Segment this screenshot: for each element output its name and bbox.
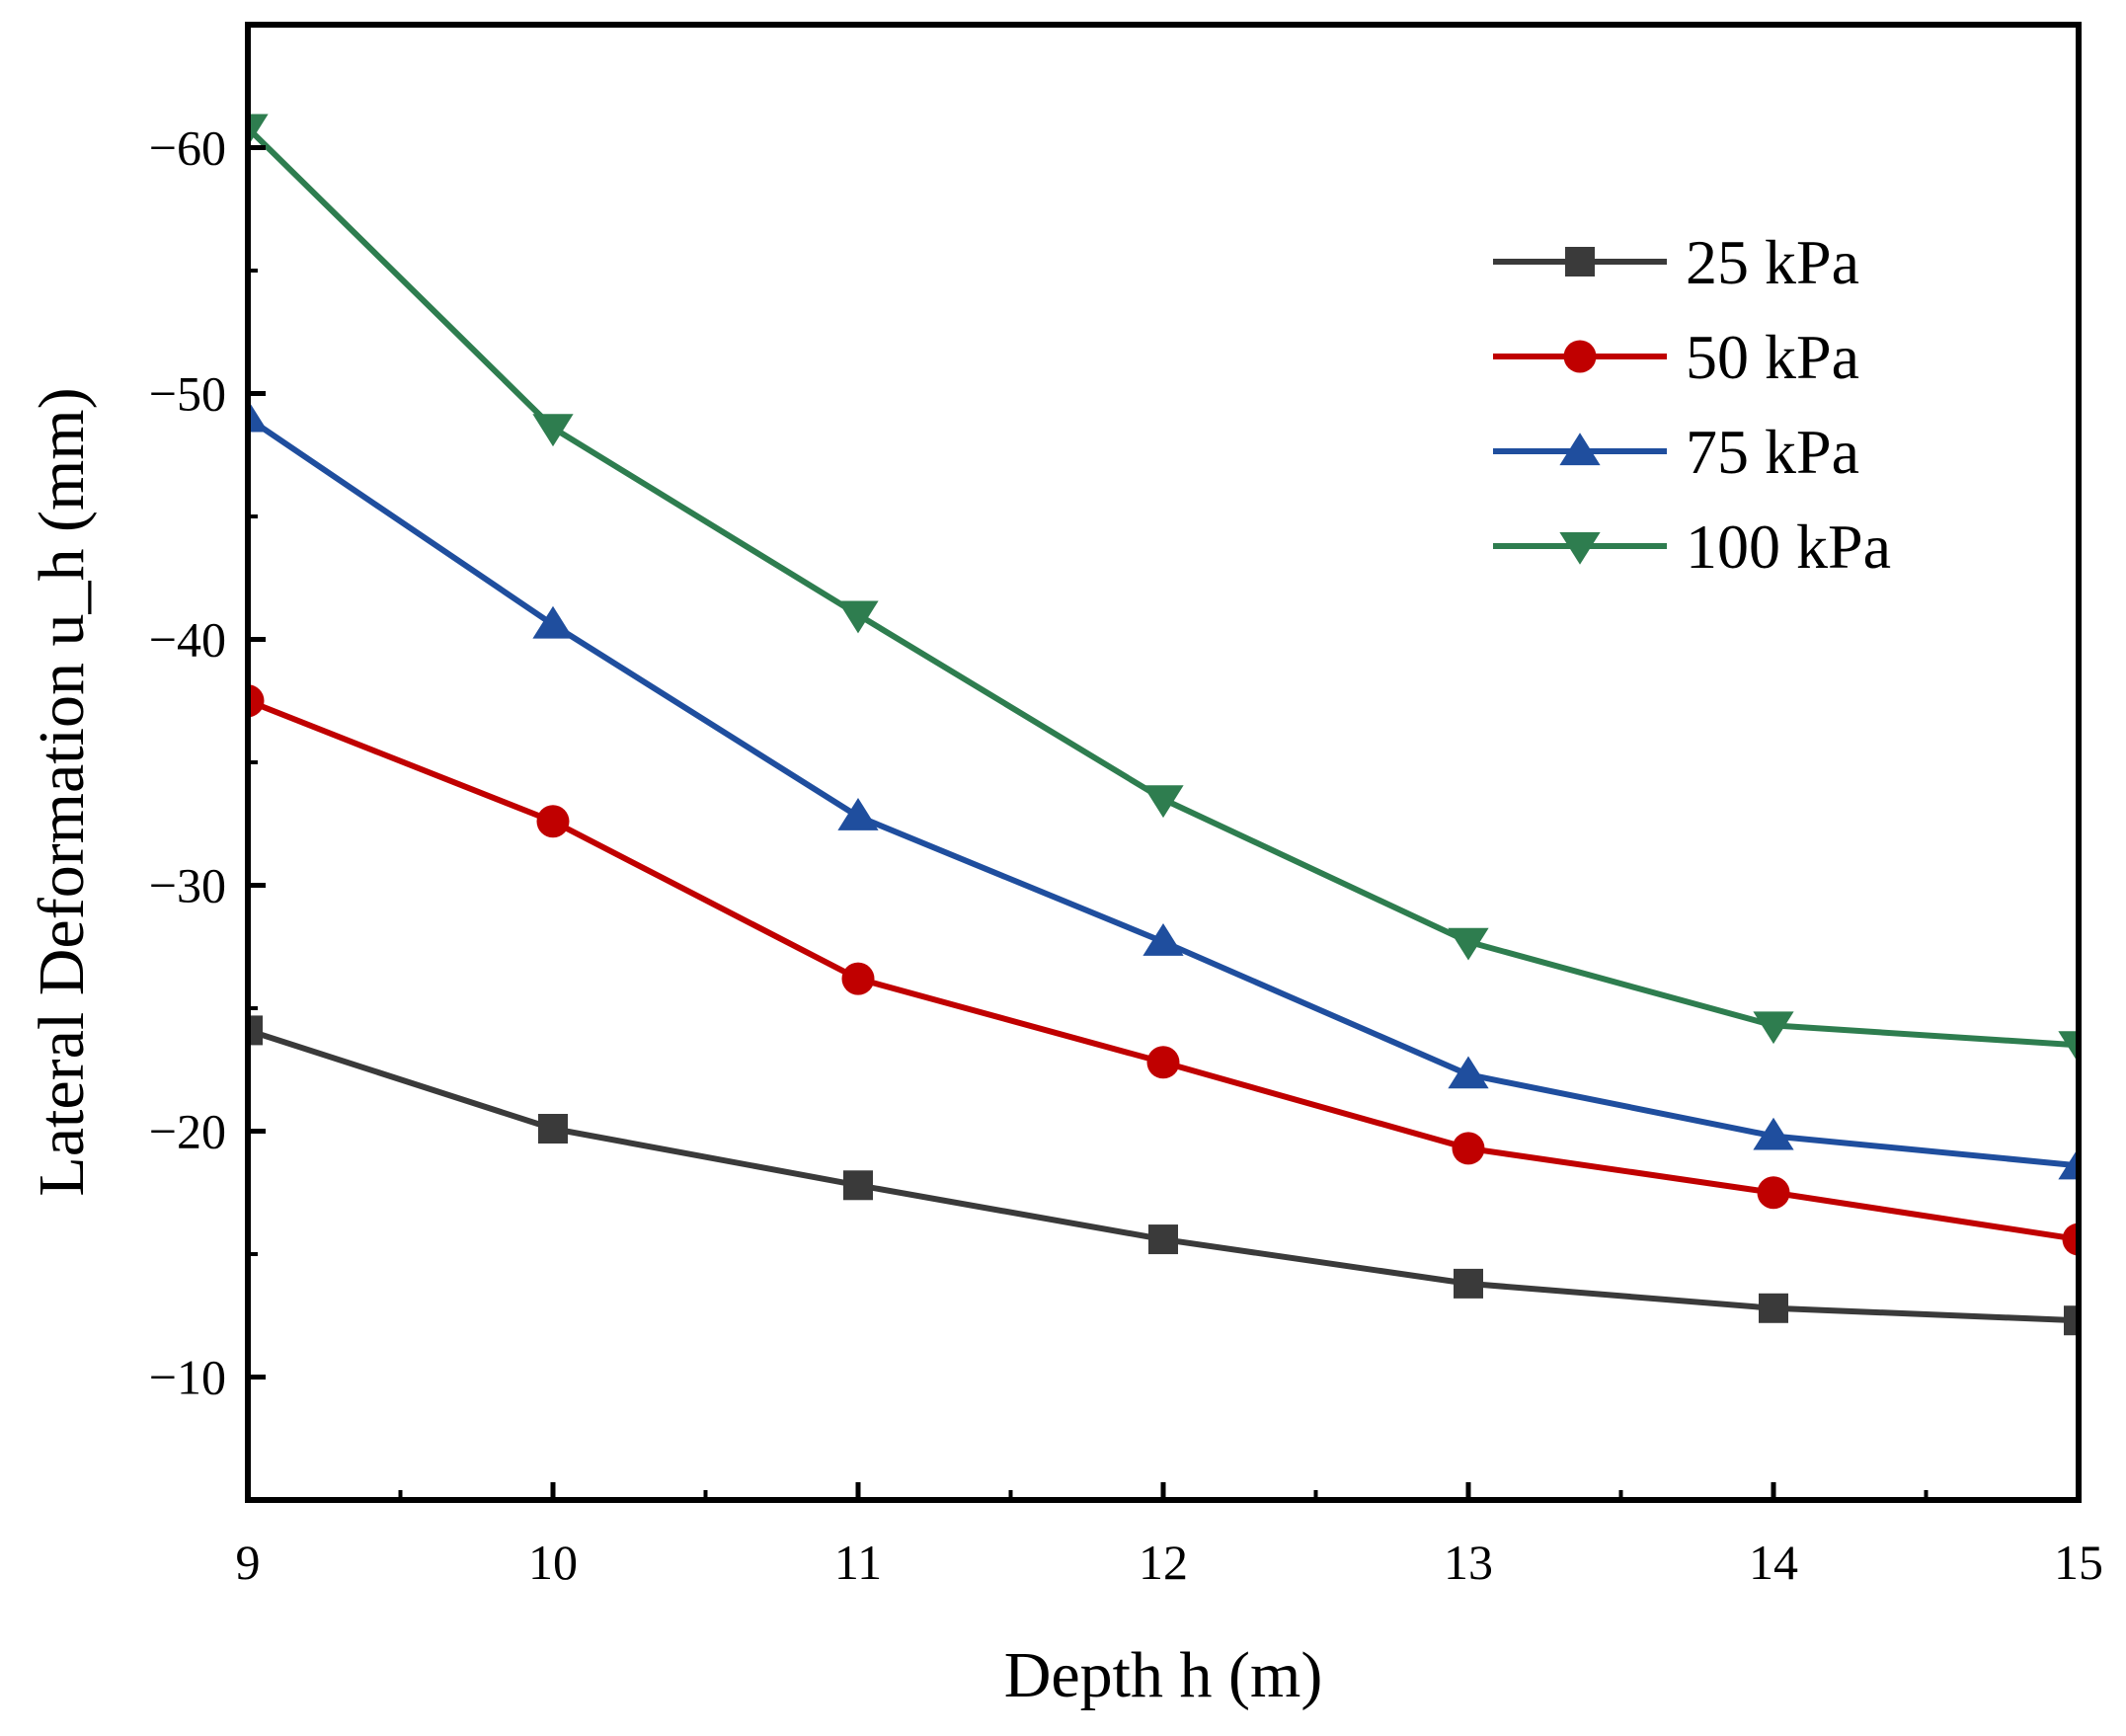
legend-item: 100 kPa	[1493, 512, 1891, 582]
data-point	[1448, 927, 1489, 961]
data-point	[1148, 1224, 1178, 1255]
series-line	[248, 697, 2079, 1243]
data-point	[837, 798, 879, 830]
legend: 25 kPa 50 kPa 75 kPa 100 kPa	[1493, 227, 1891, 582]
data-point	[248, 684, 265, 718]
legend-item: 50 kPa	[1493, 322, 1859, 392]
x-tick-label: 13	[1444, 1535, 1493, 1590]
data-point	[2064, 1305, 2079, 1336]
legend-swatch-marker	[1559, 433, 1601, 466]
data-point	[538, 1114, 568, 1144]
data-point	[248, 399, 269, 433]
y-tick-label: −30	[149, 858, 226, 913]
data-point	[2062, 1223, 2079, 1256]
data-point	[1757, 1176, 1790, 1210]
y-tick-label: −20	[149, 1104, 226, 1159]
data-point	[841, 962, 875, 995]
legend-label: 75 kPa	[1686, 417, 1859, 487]
x-tick-label: 9	[236, 1535, 261, 1590]
y-tick-label: −10	[149, 1350, 226, 1405]
y-tick-label: −60	[149, 120, 226, 176]
x-axis-title: Depth h (m)	[1004, 1639, 1323, 1711]
legend-label: 50 kPa	[1686, 322, 1859, 392]
data-point	[1142, 785, 1184, 819]
data-point	[1452, 1132, 1485, 1165]
y-tick-label: −50	[149, 366, 226, 422]
x-tick-label: 10	[528, 1535, 578, 1590]
x-tick-label: 15	[2054, 1535, 2103, 1590]
axes-group: 9 10 11 12 13 14 15 −10 −20 −30 −40 −50 −60	[149, 23, 2103, 1590]
series-25-kpa	[248, 1015, 2079, 1336]
data-point	[843, 1170, 873, 1201]
data-point	[536, 805, 570, 838]
x-tick-label: 14	[1749, 1535, 1798, 1590]
data-point	[1759, 1293, 1788, 1323]
data-point	[2058, 1031, 2079, 1065]
legend-swatch-marker	[1559, 531, 1601, 565]
data-point	[1448, 1056, 1489, 1089]
data-point	[1753, 1011, 1794, 1045]
legend-swatch-marker	[1563, 340, 1597, 373]
x-tick-label: 11	[834, 1535, 882, 1590]
data-point	[532, 605, 574, 639]
series-75-kpa	[248, 399, 2079, 1180]
data-point	[837, 600, 879, 634]
data-point	[532, 414, 574, 447]
data-point	[1753, 1117, 1794, 1150]
series-group	[248, 114, 2079, 1336]
data-point	[248, 1015, 263, 1046]
legend-label: 100 kPa	[1686, 512, 1891, 582]
y-tick-label: −40	[149, 612, 226, 668]
series-50-kpa	[248, 684, 2079, 1256]
data-point	[1146, 1046, 1180, 1079]
legend-item: 75 kPa	[1493, 417, 1859, 487]
data-point	[2058, 1146, 2079, 1180]
series-100-kpa	[248, 114, 2079, 1065]
data-point	[248, 114, 269, 147]
data-point	[1142, 923, 1184, 956]
legend-swatch-marker	[1565, 247, 1595, 276]
legend-item: 25 kPa	[1493, 227, 1859, 297]
legend-label: 25 kPa	[1686, 227, 1859, 297]
data-point	[1454, 1268, 1483, 1299]
x-tick-label: 12	[1139, 1535, 1188, 1590]
y-axis-title: Lateral Deformation u_h (mm)	[26, 387, 98, 1196]
